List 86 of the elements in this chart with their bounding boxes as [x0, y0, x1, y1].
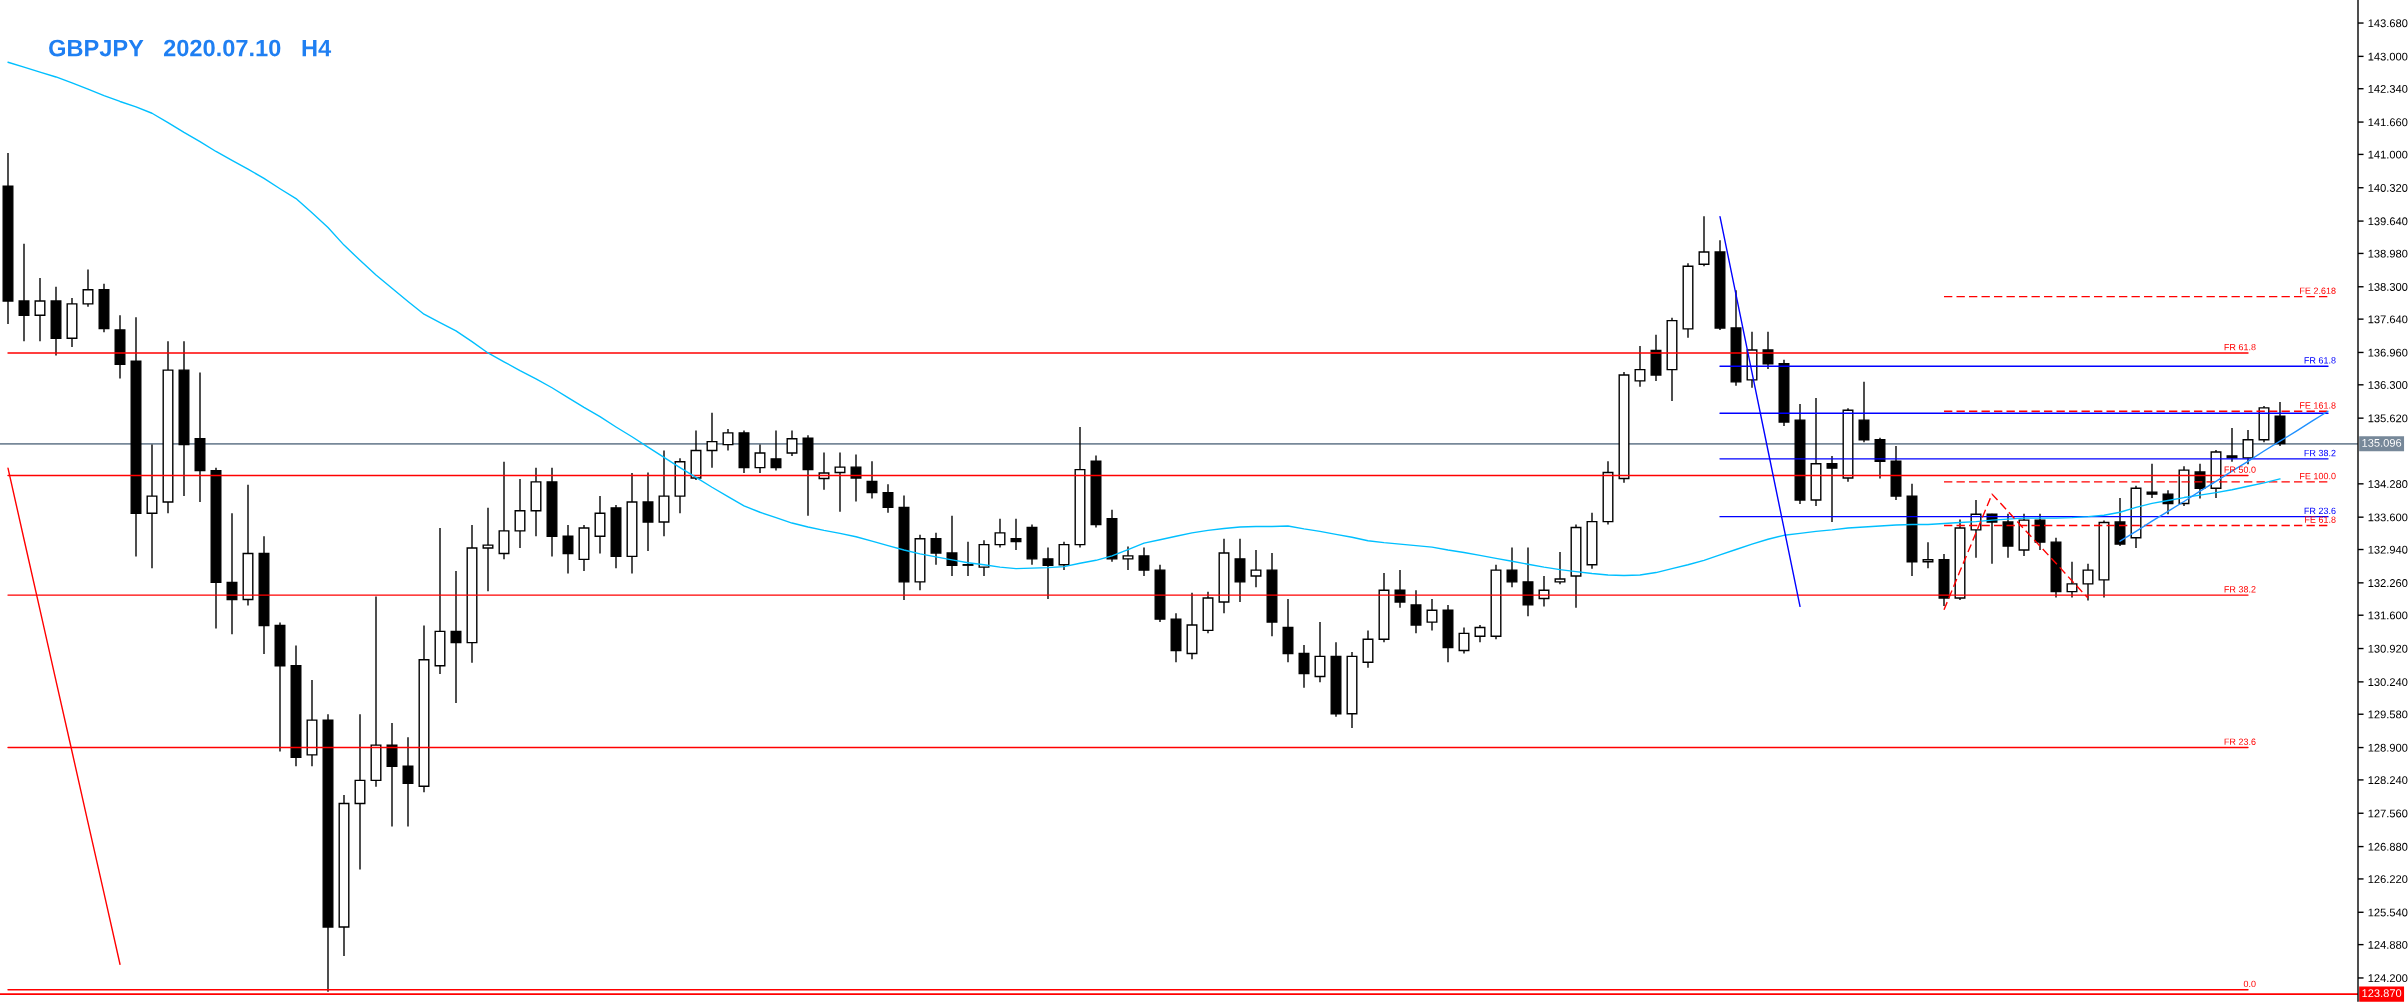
candlestick	[1858, 381, 1870, 443]
candlestick	[930, 532, 942, 566]
candlestick	[1826, 455, 1838, 523]
candlestick	[514, 478, 526, 549]
candlestick	[146, 443, 158, 569]
candlestick	[834, 451, 846, 513]
candlestick	[1058, 540, 1070, 571]
y-tick-label: 134.280	[2368, 480, 2408, 488]
y-tick-label: 128.900	[2368, 743, 2408, 752]
candlestick	[962, 540, 974, 577]
y-tick-label: 133.600	[2368, 513, 2408, 522]
candlestick	[1250, 549, 1262, 588]
candlestick	[706, 412, 718, 469]
y-tick-label: 136.300	[2368, 381, 2408, 389]
y-tick-label: 124.880	[2368, 940, 2408, 949]
candlestick	[594, 495, 606, 555]
y-tick-label: 132.260	[2368, 579, 2408, 587]
series-label: FE 100.0	[2300, 472, 2336, 480]
candlestick	[1042, 546, 1054, 600]
candlestick	[2082, 563, 2094, 602]
candlestick	[1122, 545, 1134, 571]
y-tick-label: 127.560	[2368, 809, 2408, 818]
series-label: FR 61.8	[2304, 357, 2336, 364]
ref-line-label: 135.096	[2362, 438, 2402, 447]
series-label: FR 38.2	[2224, 586, 2256, 593]
candlestick	[1138, 546, 1150, 577]
y-tick-label: 129.580	[2368, 710, 2408, 719]
candlestick	[994, 517, 1006, 549]
y-tick-label: 124.200	[2368, 974, 2408, 983]
candlestick	[1554, 551, 1566, 586]
candlestick	[1426, 598, 1438, 632]
y-tick-label: 126.220	[2368, 875, 2408, 884]
y-tick-label: 126.880	[2368, 842, 2408, 851]
candlestick	[1634, 345, 1646, 388]
y-tick-label: 136.960	[2368, 348, 2408, 357]
candlestick	[402, 736, 414, 828]
candlestick	[754, 443, 766, 474]
y-tick-label: 143.680	[2368, 19, 2408, 28]
candlestick	[482, 507, 494, 592]
y-tick-label: 139.640	[2368, 217, 2408, 226]
y-tick-label: 125.540	[2368, 908, 2408, 917]
y-tick-label: 132.940	[2368, 545, 2408, 554]
y-tick-label: 130.240	[2368, 678, 2408, 687]
ref-line-label: 123.870	[2362, 989, 2402, 998]
candlestick	[354, 713, 366, 871]
y-tick-label: 141.000	[2368, 150, 2408, 159]
candlestick	[386, 722, 398, 828]
candlestick	[82, 268, 94, 308]
candlestick	[18, 242, 30, 342]
series-label: FE 61.8	[2305, 516, 2336, 523]
series-label: FR 23.6	[2304, 507, 2336, 515]
series-label: FR 23.6	[2224, 738, 2256, 745]
line-series	[7, 61, 2281, 577]
y-tick-label: 138.300	[2368, 283, 2408, 291]
y-tick-label: 135.620	[2368, 414, 2408, 423]
candlestick	[34, 277, 46, 342]
candlestick	[786, 429, 798, 457]
candlestick	[1314, 621, 1326, 684]
candlestick	[1698, 215, 1710, 267]
y-tick-label: 142.340	[2368, 84, 2408, 93]
candlestick	[1506, 546, 1518, 588]
y-tick-label: 143.000	[2368, 52, 2408, 61]
candlestick	[882, 483, 894, 514]
candlestick	[850, 453, 862, 503]
series-label: 0.0	[2243, 980, 2256, 988]
y-tick-label: 131.600	[2368, 611, 2408, 620]
candlestick	[770, 429, 782, 472]
candlestick	[1234, 538, 1246, 603]
series-label: FE 161.8	[2300, 402, 2336, 409]
y-tick-label: 130.920	[2368, 644, 2408, 653]
candlestick	[1410, 589, 1422, 635]
y-tick-label: 137.640	[2368, 315, 2408, 324]
text: GBPJPY 2020.07.10 H4	[49, 39, 332, 57]
candlestick	[498, 461, 510, 561]
candlestick	[1362, 629, 1374, 669]
y-tick-label: 141.660	[2368, 118, 2408, 127]
candlestick	[642, 471, 654, 552]
candlestick	[1298, 644, 1310, 689]
y-tick-label: 140.320	[2368, 184, 2408, 192]
y-tick-label: 128.240	[2368, 776, 2408, 785]
y-tick-label: 138.980	[2368, 249, 2408, 258]
series-label: FR 38.2	[2304, 449, 2336, 457]
candlestick	[2146, 463, 2158, 499]
candlestick	[722, 428, 734, 452]
series-label: FE 2.618	[2300, 287, 2336, 294]
series-label: FR 61.8	[2224, 343, 2256, 351]
